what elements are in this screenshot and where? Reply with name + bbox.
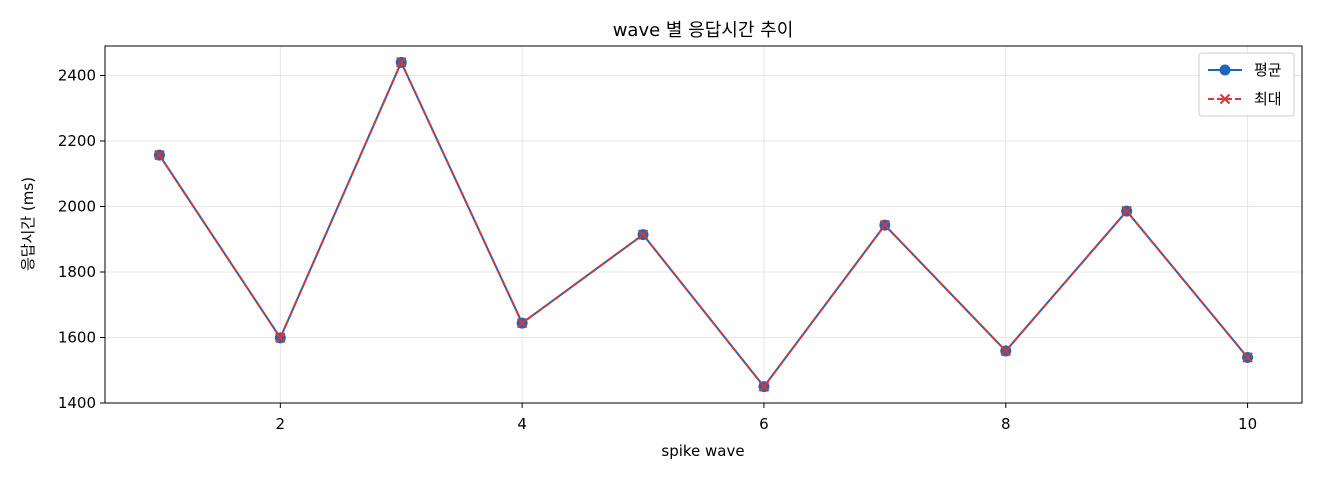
data-point — [637, 229, 649, 240]
legend-label: 최대 — [1254, 90, 1282, 108]
y-axis-label: 응답시간 (ms) — [19, 177, 37, 271]
data-point — [1242, 352, 1253, 363]
x-axis-label: spike wave — [661, 442, 744, 460]
series-2 — [154, 57, 1253, 392]
y-tick-label: 2200 — [58, 132, 96, 150]
legend-label: 평균 — [1254, 61, 1282, 79]
series-layer — [153, 56, 1254, 393]
x-tick-label: 4 — [517, 415, 527, 433]
y-tick-label: 1800 — [58, 263, 96, 281]
series-1 — [153, 56, 1254, 393]
chart-title: wave 별 응답시간 추이 — [613, 20, 794, 41]
y-tick-label: 2000 — [58, 197, 96, 215]
grid — [105, 46, 1302, 404]
y-tick-label: 1400 — [58, 394, 96, 412]
plot-frame — [104, 45, 1303, 404]
x-tick-label: 10 — [1238, 415, 1257, 433]
legend-swatch-marker — [1219, 93, 1231, 105]
data-point — [1121, 205, 1132, 217]
y-tick-label: 1600 — [58, 328, 96, 346]
x-tick-label: 8 — [1001, 415, 1011, 433]
data-point — [275, 332, 286, 344]
data-point — [154, 149, 165, 161]
y-tick-label: 2400 — [58, 66, 96, 84]
series-line — [158, 61, 1249, 388]
data-point — [879, 219, 891, 231]
data-point — [1000, 345, 1011, 357]
legend-swatch-marker — [1219, 64, 1231, 76]
data-point — [758, 381, 770, 392]
x-tick-label: 2 — [276, 415, 286, 433]
x-tick-label: 6 — [759, 415, 769, 433]
data-point — [396, 57, 407, 68]
data-point — [516, 317, 528, 329]
axis-ticks: 2 4 6 8 10 1400 1600 1800 2000 2200 2400 — [58, 66, 1257, 433]
